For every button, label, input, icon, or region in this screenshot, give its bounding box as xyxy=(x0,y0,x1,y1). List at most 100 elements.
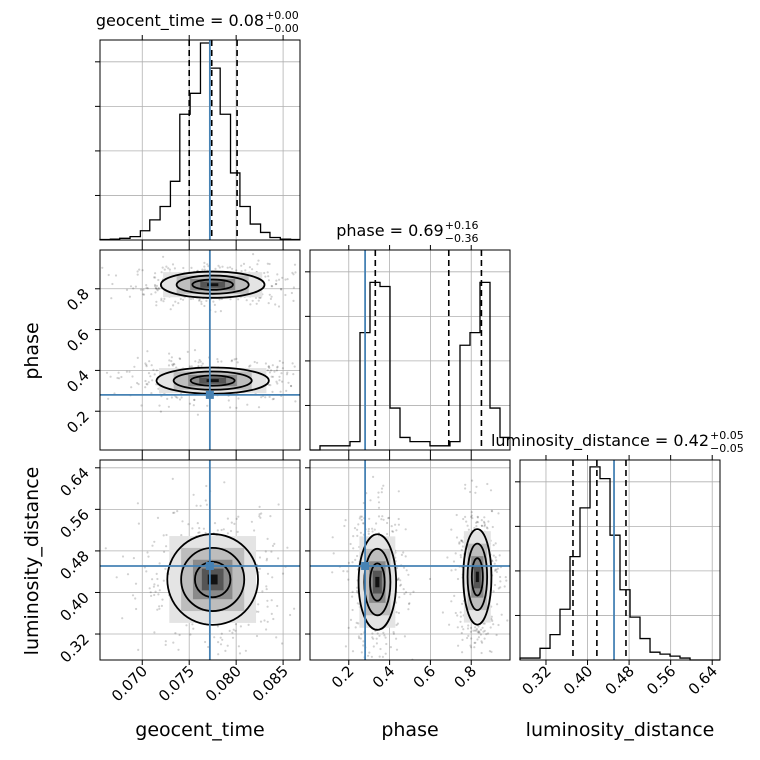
sample-point xyxy=(284,278,287,281)
sample-point xyxy=(375,522,378,525)
sample-point xyxy=(158,589,161,592)
sample-point xyxy=(165,533,168,537)
sample-point xyxy=(412,590,415,593)
sample-point xyxy=(455,513,458,517)
sample-point xyxy=(233,358,236,361)
sample-point xyxy=(396,622,399,625)
sample-point xyxy=(482,520,486,523)
sample-point xyxy=(347,626,350,630)
sample-point xyxy=(268,395,271,398)
sample-point xyxy=(155,287,158,290)
sample-point xyxy=(267,383,270,386)
sample-point xyxy=(499,580,502,583)
sample-point xyxy=(270,550,273,553)
sample-point xyxy=(332,552,335,555)
sample-point xyxy=(171,263,175,266)
sample-point xyxy=(397,523,400,526)
sample-point xyxy=(170,396,173,399)
sample-point xyxy=(264,550,267,553)
sample-point xyxy=(475,520,479,524)
panel-title-minus: −0.05 xyxy=(710,442,744,455)
sample-point xyxy=(257,406,261,409)
sample-point xyxy=(174,632,177,635)
sample-point xyxy=(266,605,269,608)
sample-point xyxy=(469,630,472,633)
sample-point xyxy=(258,513,261,516)
sample-point xyxy=(352,547,355,550)
sample-point xyxy=(495,633,498,637)
sample-point xyxy=(402,588,405,591)
density-contour xyxy=(470,557,484,597)
sample-point xyxy=(395,611,398,614)
sample-point xyxy=(289,384,293,388)
sample-point xyxy=(147,555,150,558)
sample-point xyxy=(485,633,488,636)
sample-point xyxy=(467,624,470,627)
sample-point xyxy=(153,583,156,586)
sample-point xyxy=(375,637,378,640)
sample-point xyxy=(360,651,363,654)
sample-point xyxy=(158,562,161,565)
sample-point xyxy=(474,629,477,632)
sample-point xyxy=(145,365,148,368)
density-contour xyxy=(172,370,253,391)
sample-point xyxy=(157,286,160,290)
sample-point xyxy=(200,302,203,306)
sample-point xyxy=(399,583,403,586)
sample-point xyxy=(489,489,493,492)
sample-point xyxy=(171,364,175,367)
sample-point xyxy=(377,496,380,499)
sample-point xyxy=(277,557,280,560)
sample-point xyxy=(260,396,263,399)
sample-point xyxy=(497,512,500,515)
sample-point xyxy=(132,557,135,560)
sample-point xyxy=(461,545,464,548)
sample-point xyxy=(380,491,383,494)
sample-point xyxy=(166,397,169,400)
sample-point xyxy=(207,645,210,649)
sample-point xyxy=(167,405,170,408)
sample-point xyxy=(172,641,175,644)
sample-point xyxy=(203,261,206,264)
sample-point xyxy=(347,578,350,581)
sample-point xyxy=(367,654,370,657)
sample-point xyxy=(461,638,464,642)
sample-point xyxy=(265,628,268,631)
sample-point xyxy=(355,621,358,625)
panel-title-luminosity_distance: luminosity_distance = 0.42 +0.05−0.05 xyxy=(491,429,744,455)
sample-point xyxy=(277,305,281,308)
sample-point xyxy=(408,602,411,605)
sample-point xyxy=(359,531,362,534)
sample-point xyxy=(392,530,395,533)
sample-point xyxy=(149,591,152,594)
sample-point xyxy=(270,369,273,372)
sample-point xyxy=(150,293,153,296)
sample-point xyxy=(459,620,462,623)
sample-point xyxy=(266,599,269,602)
sample-point xyxy=(190,365,193,368)
sample-point xyxy=(395,529,398,532)
sample-point xyxy=(151,379,154,382)
sample-point xyxy=(466,636,469,640)
sample-point xyxy=(381,515,384,518)
sample-point xyxy=(356,590,359,593)
sample-point xyxy=(404,528,407,531)
sample-point xyxy=(200,364,203,367)
sample-point xyxy=(162,579,165,582)
sample-point xyxy=(240,270,243,273)
panel-content xyxy=(310,460,510,660)
sample-point xyxy=(273,370,276,373)
sample-point xyxy=(161,266,164,269)
density-contour xyxy=(194,560,232,599)
sample-point xyxy=(177,648,180,651)
sample-point xyxy=(149,375,152,378)
sample-point xyxy=(252,253,255,256)
sample-point xyxy=(231,631,234,634)
sample-point xyxy=(136,381,139,385)
sample-point xyxy=(461,625,464,628)
sample-point xyxy=(483,525,486,528)
sample-point xyxy=(459,556,462,559)
sample-point xyxy=(356,528,359,531)
sample-point xyxy=(331,571,334,574)
sample-point xyxy=(397,490,400,493)
